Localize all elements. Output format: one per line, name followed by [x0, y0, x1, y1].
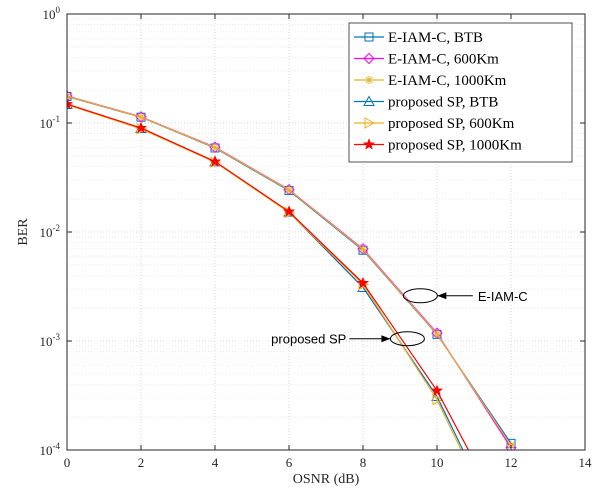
legend-entry: proposed SP, 600Km: [354, 116, 515, 132]
data-point: [209, 141, 221, 153]
x-axis-label: OSNR (dB): [293, 472, 360, 487]
series-5: [67, 97, 469, 450]
annotation-arrowhead: [437, 292, 447, 300]
data-point: [211, 143, 219, 152]
y-tick-label: 10-3: [40, 332, 61, 349]
data-point: [356, 276, 370, 289]
y-tick-label: 10-1: [40, 114, 61, 131]
annotation-arrowhead: [381, 335, 391, 343]
legend-label: E-IAM-C, 1000Km: [388, 73, 507, 89]
annotation-1: proposed SP: [271, 331, 425, 347]
x-tick-label: 10: [431, 455, 444, 470]
legend-label: proposed SP, 1000Km: [388, 138, 522, 154]
data-point: [430, 384, 444, 396]
legend: E-IAM-C, BTB E-IAM-C, 600Km E-IAM-C, 1000K…: [348, 22, 573, 163]
legend-entry: E-IAM-C, 1000Km: [354, 73, 507, 89]
legend-entry: E-IAM-C, BTB: [354, 30, 483, 46]
series-layer: [67, 90, 517, 450]
legend-marker: [364, 32, 374, 42]
x-tick-label: 12: [505, 455, 518, 470]
axis-ticks: 0 2 4 6 8 10 12 14 100 10-1 10-2 10-3 10-4: [40, 5, 593, 470]
legend-label: proposed SP, 600Km: [388, 116, 515, 132]
y-axis-label: BER: [16, 218, 31, 246]
legend-box: [348, 22, 573, 163]
data-point: [67, 90, 73, 102]
annotation-ellipse: [389, 331, 425, 347]
data-point: [282, 205, 296, 217]
data-point: [431, 327, 443, 339]
legend-label: proposed SP, BTB: [388, 95, 498, 111]
data-point: [433, 329, 441, 338]
x-tick-label: 6: [286, 455, 293, 470]
x-tick-label: 4: [212, 455, 219, 470]
data-point: [505, 441, 517, 450]
series-2: [67, 92, 515, 450]
annotation-0: E-IAM-C: [402, 288, 528, 304]
x-tick-label: 2: [138, 455, 145, 470]
legend-label: E-IAM-C, BTB: [388, 30, 483, 46]
annotation-ellipse: [402, 288, 438, 304]
annotation-label: E-IAM-C: [478, 289, 528, 304]
data-point: [67, 92, 71, 101]
y-tick-label: 10-2: [40, 223, 61, 240]
y-tick-label: 100: [43, 5, 61, 22]
x-tick-label: 0: [64, 455, 71, 470]
legend-marker: [364, 117, 376, 129]
legend-marker: [363, 52, 375, 65]
data-point: [285, 185, 293, 194]
annotation-label: proposed SP: [271, 332, 346, 347]
x-tick-label: 14: [579, 455, 593, 470]
legend-marker: [365, 76, 373, 84]
data-point: [208, 155, 222, 167]
x-tick-label: 8: [360, 455, 367, 470]
legend-label: E-IAM-C, 600Km: [388, 52, 499, 68]
legend-marker: [362, 138, 376, 150]
clipped-series: [67, 90, 517, 450]
legend-entry: E-IAM-C, 600Km: [354, 52, 499, 68]
data-point: [432, 393, 444, 406]
data-point: [359, 245, 367, 254]
legend-entry: proposed SP, 1000Km: [354, 138, 522, 154]
legend-entry: proposed SP, BTB: [354, 95, 498, 111]
data-point: [134, 121, 148, 134]
y-tick-label: 10-4: [40, 441, 61, 458]
annotations: E-IAM-C proposed SP: [271, 288, 528, 347]
data-point: [67, 97, 74, 110]
legend-marker: [363, 95, 375, 106]
data-point: [137, 113, 145, 122]
